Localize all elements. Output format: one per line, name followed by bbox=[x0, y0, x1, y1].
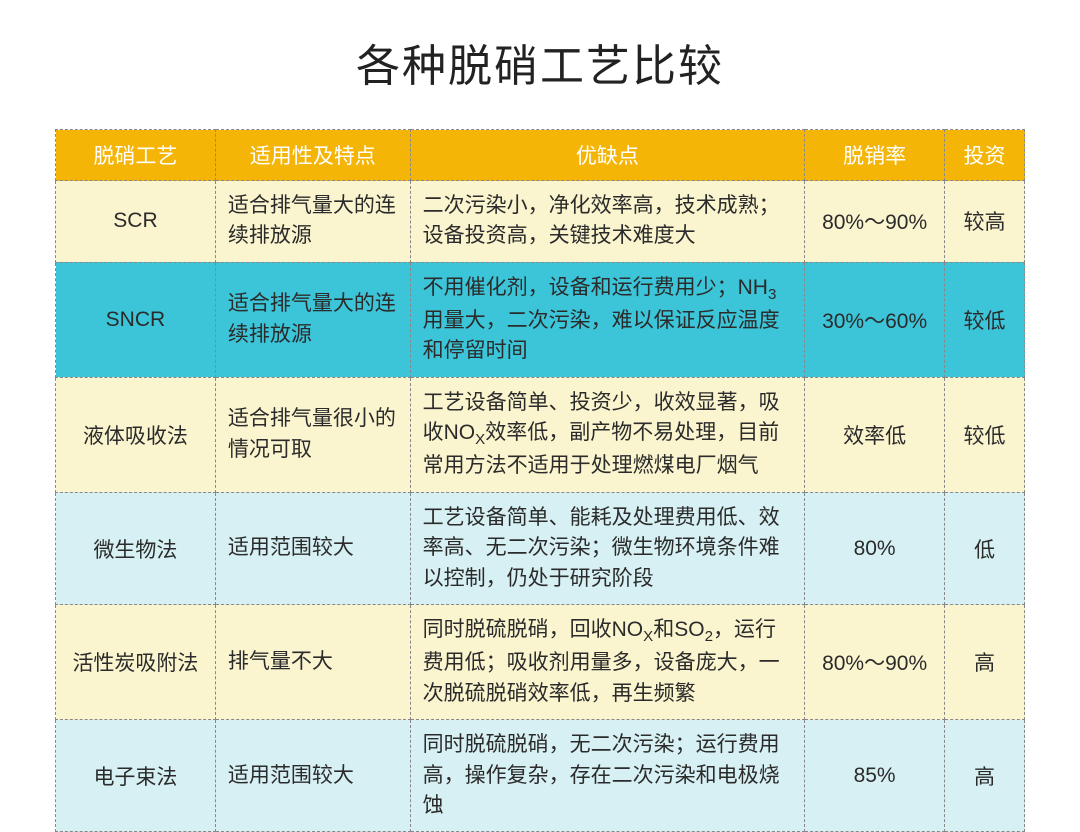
cell-r3-c4: 低 bbox=[945, 492, 1025, 604]
cell-r1-c0: SNCR bbox=[56, 262, 216, 377]
cell-r0-c3: 80%～90% bbox=[805, 181, 945, 263]
cell-r3-c1: 适用范围较大 bbox=[215, 492, 410, 604]
cell-r5-c3: 85% bbox=[805, 720, 945, 832]
cell-r2-c4: 较低 bbox=[945, 377, 1025, 492]
table-header-row: 脱硝工艺适用性及特点优缺点脱销率投资 bbox=[56, 130, 1025, 181]
cell-r4-c0: 活性炭吸附法 bbox=[56, 605, 216, 720]
cell-r3-c3: 80% bbox=[805, 492, 945, 604]
column-header-3: 脱销率 bbox=[805, 130, 945, 181]
cell-r2-c0: 液体吸收法 bbox=[56, 377, 216, 492]
table-row: SCR适合排气量大的连续排放源二次污染小，净化效率高，技术成熟；设备投资高，关键… bbox=[56, 181, 1025, 263]
comparison-table: 脱硝工艺适用性及特点优缺点脱销率投资 SCR适合排气量大的连续排放源二次污染小，… bbox=[55, 129, 1025, 832]
cell-r4-c2: 同时脱硫脱硝，回收NOX和SO2，运行费用低；吸收剂用量多，设备庞大，一次脱硫脱… bbox=[410, 605, 805, 720]
cell-r1-c2: 不用催化剂，设备和运行费用少；NH3用量大，二次污染，难以保证反应温度和停留时间 bbox=[410, 262, 805, 377]
cell-r1-c3: 30%～60% bbox=[805, 262, 945, 377]
cell-r2-c1: 适合排气量很小的情况可取 bbox=[215, 377, 410, 492]
cell-r0-c4: 较高 bbox=[945, 181, 1025, 263]
cell-r0-c1: 适合排气量大的连续排放源 bbox=[215, 181, 410, 263]
cell-r4-c4: 高 bbox=[945, 605, 1025, 720]
cell-r5-c4: 高 bbox=[945, 720, 1025, 832]
table-row: 电子束法适用范围较大同时脱硫脱硝，无二次污染；运行费用高，操作复杂，存在二次污染… bbox=[56, 720, 1025, 832]
cell-r2-c3: 效率低 bbox=[805, 377, 945, 492]
cell-r5-c2: 同时脱硫脱硝，无二次污染；运行费用高，操作复杂，存在二次污染和电极烧蚀 bbox=[410, 720, 805, 832]
cell-r4-c3: 80%～90% bbox=[805, 605, 945, 720]
cell-r1-c4: 较低 bbox=[945, 262, 1025, 377]
column-header-1: 适用性及特点 bbox=[215, 130, 410, 181]
column-header-4: 投资 bbox=[945, 130, 1025, 181]
cell-r0-c0: SCR bbox=[56, 181, 216, 263]
cell-r2-c2: 工艺设备简单、投资少，收效显著，吸收NOX效率低，副产物不易处理，目前常用方法不… bbox=[410, 377, 805, 492]
cell-r0-c2: 二次污染小，净化效率高，技术成熟；设备投资高，关键技术难度大 bbox=[410, 181, 805, 263]
cell-r3-c0: 微生物法 bbox=[56, 492, 216, 604]
cell-r5-c0: 电子束法 bbox=[56, 720, 216, 832]
column-header-0: 脱硝工艺 bbox=[56, 130, 216, 181]
table-row: 液体吸收法适合排气量很小的情况可取工艺设备简单、投资少，收效显著，吸收NOX效率… bbox=[56, 377, 1025, 492]
cell-r1-c1: 适合排气量大的连续排放源 bbox=[215, 262, 410, 377]
page-title: 各种脱硝工艺比较 bbox=[55, 30, 1025, 94]
cell-r3-c2: 工艺设备简单、能耗及处理费用低、效率高、无二次污染；微生物环境条件难以控制，仍处… bbox=[410, 492, 805, 604]
cell-r4-c1: 排气量不大 bbox=[215, 605, 410, 720]
column-header-2: 优缺点 bbox=[410, 130, 805, 181]
table-row: 活性炭吸附法排气量不大同时脱硫脱硝，回收NOX和SO2，运行费用低；吸收剂用量多… bbox=[56, 605, 1025, 720]
table-row: SNCR适合排气量大的连续排放源不用催化剂，设备和运行费用少；NH3用量大，二次… bbox=[56, 262, 1025, 377]
cell-r5-c1: 适用范围较大 bbox=[215, 720, 410, 832]
table-row: 微生物法适用范围较大工艺设备简单、能耗及处理费用低、效率高、无二次污染；微生物环… bbox=[56, 492, 1025, 604]
